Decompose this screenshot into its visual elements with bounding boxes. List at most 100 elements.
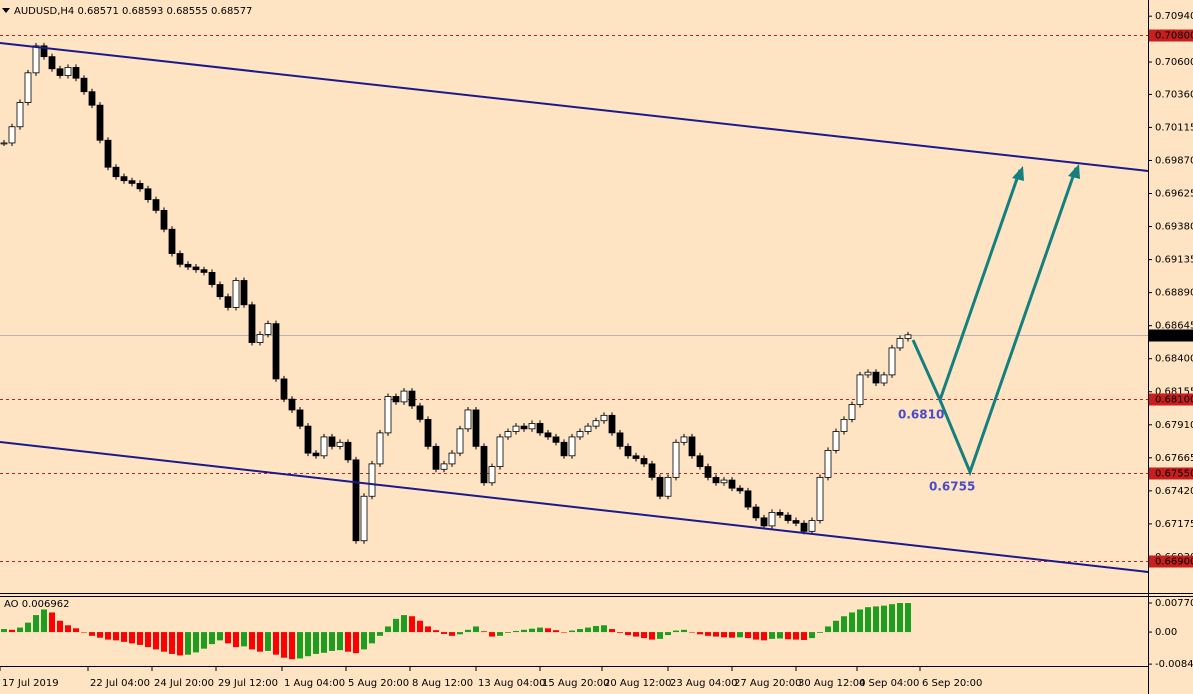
ao-bar [129,632,135,644]
ao-bar [273,632,279,655]
ao-bar [849,612,855,633]
level-label: 0.68100 [1155,395,1193,406]
ao-bar [753,632,759,640]
ao-bar [105,632,111,640]
candle-body [640,458,648,465]
ao-bar [521,629,527,633]
candle-body [40,45,48,58]
candle-body [360,495,368,542]
ao-bar [425,626,431,633]
candle-body [472,409,480,447]
ao-bar [665,632,671,636]
x-tick-label: 22 Jul 04:00 [90,678,150,689]
ao-bar [433,630,439,633]
y-tick-label: 0.68155 [1155,387,1193,398]
candle-body [104,139,112,168]
arrow-head [1068,164,1080,179]
candle-body [280,378,288,400]
ao-bar [881,605,887,633]
candle-body [656,476,664,497]
candle-body [720,479,728,484]
ao-bar [41,609,47,633]
ao-bar [497,632,503,636]
candle-body [72,67,80,79]
candle-body [456,428,464,454]
ao-bar [745,632,751,639]
level-label-bg [1149,467,1193,480]
candle-body [312,452,320,457]
y-tick-label: 0.70115 [1155,122,1193,133]
level-label: 0.66900 [1155,557,1193,568]
annotation: 0.6755 [929,480,975,494]
candle-body [672,441,680,478]
ao-title: AO 0.006962 [4,599,69,610]
candle-body [552,436,560,443]
level-label: 0.70800 [1155,31,1193,42]
ao-bar [905,603,911,633]
y-tick-label: 0.67910 [1155,420,1193,431]
candle-body [592,420,600,427]
level-label-bg [1149,393,1193,406]
candle-body [440,463,448,470]
ao-bar [137,632,143,645]
ao-bar [681,629,687,633]
candle-body [856,374,864,405]
candle-body [872,371,880,384]
ao-bar [801,632,807,640]
ao-bar [289,632,295,660]
candle-body [808,520,816,532]
ao-bar [401,615,407,633]
ao-bar [121,632,127,642]
candle-body [688,436,696,457]
ao-bar [201,632,207,649]
candle-body [32,45,40,74]
ao-bar [193,632,199,653]
candle-body [208,272,216,285]
candle-body [864,371,872,376]
ao-bar [225,632,231,644]
candle-body [680,436,688,443]
ao-bar [705,632,711,636]
candle-body [112,166,120,178]
candle-body [80,77,88,93]
ao-bar [473,626,479,633]
ao-bar [585,627,591,633]
candle-body [160,209,168,230]
channel-lower [0,441,1149,573]
ao-bar [505,632,511,633]
level-label-bg [1149,555,1193,568]
ao-bar [833,620,839,633]
ao-bar [281,632,287,658]
candle-body [832,431,840,451]
candle-body [376,432,384,465]
candle-body [248,304,256,343]
menu-triangle[interactable] [2,8,10,13]
candle-body [416,405,424,420]
x-tick-label: 8 Aug 12:00 [412,678,473,689]
ao-bar [721,632,727,638]
ao-bar [689,632,695,633]
y-tick-label: 0.67175 [1155,519,1193,530]
ao-bar [177,632,183,656]
candle-body [432,445,440,470]
candle-body [264,323,272,335]
y-tick-label: 0.67665 [1155,453,1193,464]
candle-body [336,441,344,447]
candle-body [184,263,192,268]
candle-body [224,296,232,308]
ao-bar [329,632,335,651]
y-tick-label: 0.70360 [1155,89,1193,100]
ao-bar [897,603,903,633]
ao-bar [737,632,743,638]
candle-body [0,142,8,145]
ao-bar [265,632,271,651]
candle-body [136,182,144,190]
ao-bar [809,632,815,639]
x-tick-label: 23 Aug 04:00 [670,678,737,689]
candle-body [88,91,96,106]
candle-body [568,436,576,457]
candle-body [536,423,544,434]
y-tick-label: 0.69380 [1155,222,1193,233]
candle-body [304,425,312,454]
candle-body [240,280,248,306]
